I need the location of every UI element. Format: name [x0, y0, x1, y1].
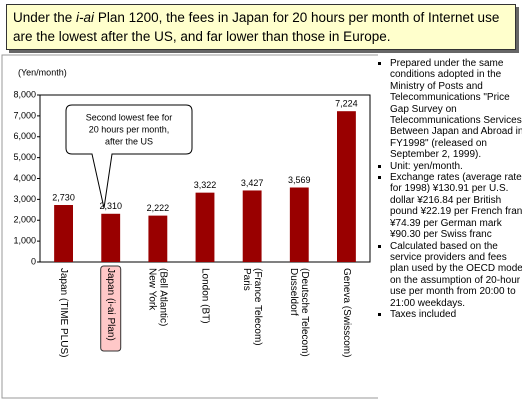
title-box: Under the i-ai Plan 1200, the fees in Ja…: [6, 4, 516, 50]
notes: Prepared under the same conditions adopt…: [380, 58, 522, 320]
x-tick-label: Japan (i-ai Plan): [105, 268, 116, 341]
value-label: 2,222: [147, 203, 170, 213]
annotation: Second lowest fee for: [86, 112, 173, 122]
title-text: i-ai: [76, 10, 95, 25]
y-tick-label: 4,000: [13, 173, 36, 183]
bar: [101, 213, 121, 262]
y-tick-label: 0: [31, 256, 36, 266]
bar: [54, 205, 73, 262]
y-tick-label: 3,000: [13, 194, 36, 204]
y-tick-label: 1,000: [13, 236, 36, 246]
x-tick-label: London (BT): [199, 268, 210, 324]
value-label: 2,730: [52, 192, 75, 202]
title-text: Under the: [13, 10, 77, 25]
value-label: 2,310: [99, 201, 122, 211]
y-tick-label: 2,000: [13, 215, 36, 225]
x-tick-label: Dusseldorf: [288, 268, 299, 316]
bar: [337, 111, 356, 262]
x-tick-label: Japan (TIME PLUS): [58, 268, 69, 357]
value-label: 3,569: [288, 175, 311, 185]
annotation: after the US: [105, 136, 153, 146]
y-tick-label: 7,000: [13, 110, 36, 120]
bar: [242, 190, 262, 262]
x-tick-label: Geneva (Swisscom): [341, 268, 352, 357]
value-label: 3,322: [194, 180, 217, 190]
note: Unit: yen/month.: [390, 161, 522, 172]
title-text: Plan 1200, the fees in Japan for 20 hour…: [13, 10, 500, 44]
y-tick-label: 8,000: [13, 89, 36, 99]
callout: [65, 104, 193, 209]
bar: [289, 187, 309, 262]
note: Prepared under the same conditions adopt…: [390, 58, 522, 161]
highlight-box: [100, 265, 122, 352]
value-label: 7,224: [335, 99, 358, 109]
bar: [195, 192, 215, 262]
y-tick-label: 5,000: [13, 152, 36, 162]
frame: [1, 54, 378, 399]
bar: [148, 215, 168, 262]
note: Exchange rates (average rates for 1998) …: [390, 172, 522, 240]
value-label: 3,427: [241, 178, 264, 188]
x-tick-label: New York: [147, 268, 158, 311]
x-tick-label: Paris: [241, 268, 252, 291]
x-tick-label: (Bell Atlantic): [158, 268, 169, 326]
note: Taxes included: [390, 309, 522, 320]
x-tick-label: (France Telecom): [252, 268, 263, 346]
annotation: 20 hours per month,: [89, 124, 170, 134]
y-axis-label: (Yen/month): [18, 67, 67, 77]
note: Calculated based on the service provider…: [390, 241, 522, 309]
y-tick-label: 6,000: [13, 131, 36, 141]
chart: (Yen/month) 0 1,000 2,000 3,000 4,000 5,000 6,…: [1, 54, 378, 399]
x-tick-label: (Deutsche Telecom): [299, 268, 310, 357]
